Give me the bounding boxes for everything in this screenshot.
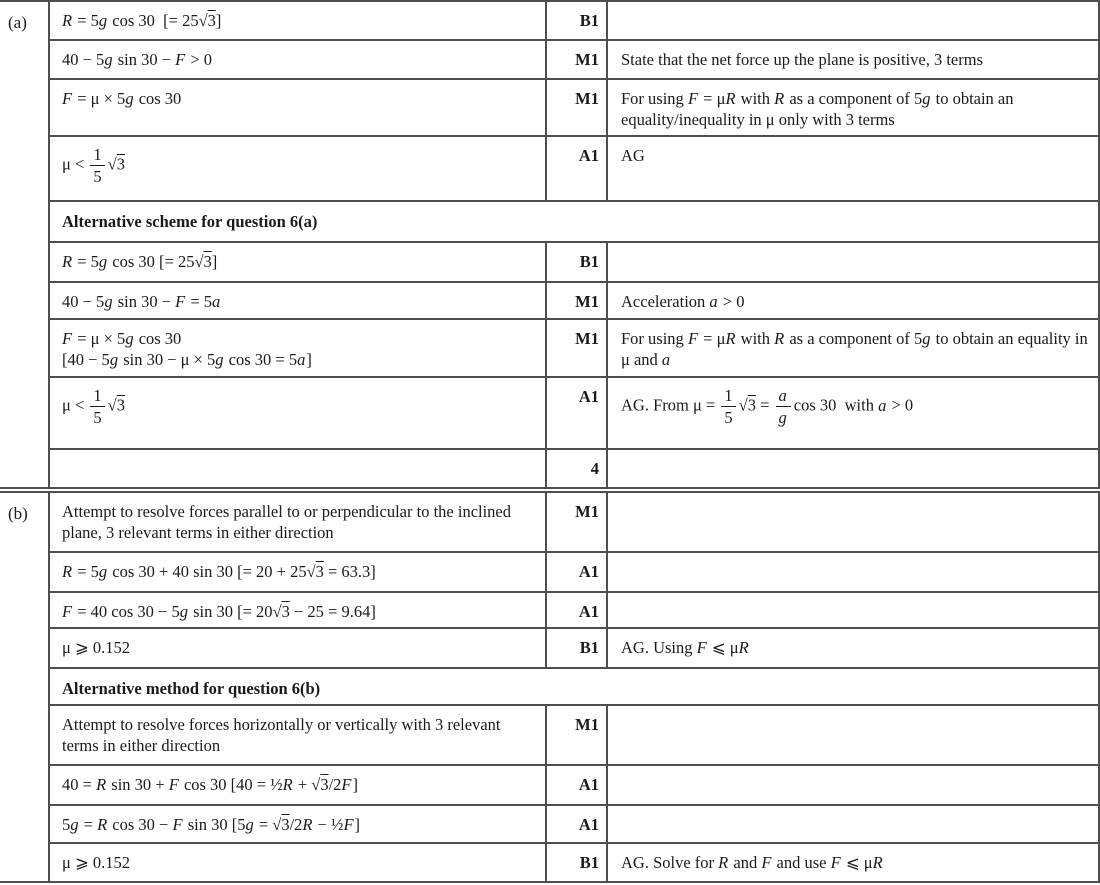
comment-cell [606,804,1100,844]
table-row: F = μ × 5g cos 30 [40 − 5g sin 30 − μ × 5… [48,318,1100,378]
working-cell [48,448,547,487]
working-cell: F = μ × 5g cos 30 [40 − 5g sin 30 − μ × 5… [48,318,547,378]
table-row: μ < 1 5 √3 A1 AG. From μ = 1 5 √3 = a g cos 30… [48,376,1100,450]
comment-cell [606,764,1100,806]
alt-header-row: Alternative method for question 6(b) [48,667,1100,706]
working-cell: 40 = R sin 30 + F cos 30 [40 = ½R + √3/2… [48,764,547,806]
mark-cell: M1 [545,704,608,766]
table-row: 40 = R sin 30 + F cos 30 [40 = ½R + √3/2… [48,764,1100,806]
mark-cell: A1 [545,551,608,593]
table-row: R = 5g cos 30 + 40 sin 30 [= 20 + 25√3 =… [48,551,1100,593]
working-cell: F = μ × 5g cos 30 [48,78,547,137]
table-row: 40 − 5g sin 30 − F > 0 M1 State that the… [48,39,1100,80]
comment-cell [606,241,1100,283]
table-row: F = μ × 5g cos 30 M1 For using F = μR wi… [48,78,1100,137]
working-cell: μ < 1 5 √3 [48,135,547,202]
comment-cell: AG. Solve for R and F and use F ⩽ μR [606,842,1100,881]
table-row: μ < 1 5 √3 A1 AG [48,135,1100,202]
comment-cell: State that the net force up the plane is… [606,39,1100,80]
mark-cell: A1 [545,591,608,629]
working-cell: μ < 1 5 √3 [48,376,547,450]
part-label: (a) [8,13,27,32]
table-row: R = 5g cos 30 [= 25√3] B1 [48,2,1100,41]
working-cell: F = 40 cos 30 − 5g sin 30 [= 20√3 − 25 =… [48,591,547,629]
comment-cell: For using F = μR with R as a component o… [606,318,1100,378]
working-cell: Attempt to resolve forces horizontally o… [48,704,547,766]
table-row: μ ⩾ 0.152 B1 AG. Using F ⩽ μR [48,627,1100,669]
mark-cell: B1 [545,241,608,283]
working-cell: μ ⩾ 0.152 [48,627,547,669]
mark-cell: B1 [545,2,608,41]
table-row: μ ⩾ 0.152 B1 AG. Solve for R and F and u… [48,842,1100,881]
working-cell: 40 − 5g sin 30 − F = 5a [48,281,547,320]
comment-cell: AG [606,135,1100,202]
comment-cell: For using F = μR with R as a component o… [606,78,1100,137]
working-cell: R = 5g cos 30 [= 25√3] [48,241,547,283]
total-row: 4 [48,448,1100,487]
comment-cell [606,704,1100,766]
working-cell: R = 5g cos 30 [= 25√3] [48,2,547,41]
mark-scheme-table-a: R = 5g cos 30 [= 25√3] B1 40 − 5g sin 30… [48,2,1100,487]
comment-cell: Acceleration a > 0 [606,281,1100,320]
working-cell: 5g = R cos 30 − F sin 30 [5g = √3/2R − ½… [48,804,547,844]
mark-cell: M1 [545,39,608,80]
total-marks-cell: 4 [545,448,608,487]
working-cell: 40 − 5g sin 30 − F > 0 [48,39,547,80]
comment-cell [606,591,1100,629]
mark-cell: M1 [545,318,608,378]
comment-cell [606,2,1100,41]
comment-cell: AG. Using F ⩽ μR [606,627,1100,669]
comment-cell: AG. From μ = 1 5 √3 = a g cos 30 with a > 0 [606,376,1100,450]
mark-cell: M1 [545,493,608,553]
alt-method-header: Alternative method for question 6(b) [48,667,1100,706]
mark-scheme-table-b: Attempt to resolve forces parallel to or… [48,493,1100,881]
table-row: Attempt to resolve forces parallel to or… [48,493,1100,553]
mark-cell: A1 [545,804,608,844]
mark-cell: A1 [545,764,608,806]
table-row: 40 − 5g sin 30 − F = 5a M1 Acceleration … [48,281,1100,320]
alt-header-row: Alternative scheme for question 6(a) [48,200,1100,243]
mark-cell: A1 [545,376,608,450]
table-row: F = 40 cos 30 − 5g sin 30 [= 20√3 − 25 =… [48,591,1100,629]
table-row: 5g = R cos 30 − F sin 30 [5g = √3/2R − ½… [48,804,1100,844]
table-row: R = 5g cos 30 [= 25√3] B1 [48,241,1100,283]
mark-cell: M1 [545,281,608,320]
table-row: Attempt to resolve forces horizontally o… [48,704,1100,766]
mark-cell: B1 [545,842,608,881]
part-label: (b) [8,504,28,523]
comment-cell [606,448,1100,487]
section-part-a: (a) R = 5g cos 30 [= 25√3] B1 40 − 5g si… [0,0,1100,487]
working-cell: μ ⩾ 0.152 [48,842,547,881]
mark-cell: B1 [545,627,608,669]
alt-scheme-header: Alternative scheme for question 6(a) [48,200,1100,243]
section-part-b: (b) Attempt to resolve forces parallel t… [0,493,1100,883]
mark-cell: A1 [545,135,608,202]
comment-cell [606,551,1100,593]
working-cell: R = 5g cos 30 + 40 sin 30 [= 20 + 25√3 =… [48,551,547,593]
mark-cell: M1 [545,78,608,137]
section-divider [0,487,1100,493]
working-cell: Attempt to resolve forces parallel to or… [48,493,547,553]
comment-cell [606,493,1100,553]
